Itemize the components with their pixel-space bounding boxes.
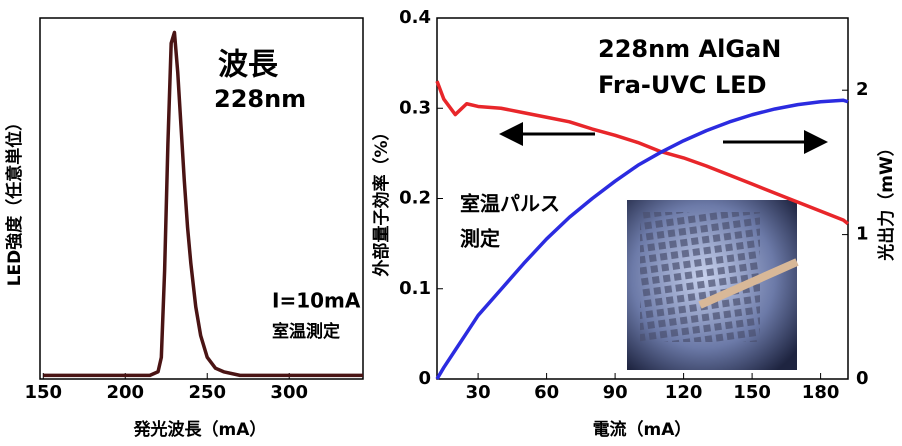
annotation: I=10mA <box>272 289 361 313</box>
y-axis-label: 外部量子効率（%） <box>371 123 392 276</box>
inset-photo <box>627 200 799 370</box>
x-tick-label: 150 <box>733 382 771 403</box>
y-tick-label: 0.1 <box>399 278 431 299</box>
y-tick-label: 0 <box>418 368 431 389</box>
x-tick-label: 180 <box>802 382 840 403</box>
annotation: 室温パルス <box>460 192 560 216</box>
series-line <box>435 80 850 226</box>
x-axis-label: 発光波長（mA） <box>133 419 267 440</box>
series-line <box>43 30 363 378</box>
x-tick-label: 30 <box>466 382 491 403</box>
y2-tick-label: 2 <box>856 79 869 100</box>
y-axis-label: LED強度（任意単位） <box>4 114 25 287</box>
y2-tick-label: 1 <box>856 224 869 245</box>
annotation: 波長 <box>218 48 279 83</box>
plot-frame <box>39 17 364 380</box>
x-tick-label: 60 <box>534 382 559 403</box>
y-tick-label: 0.3 <box>399 97 431 118</box>
x-tick-label: 150 <box>24 382 62 403</box>
y2-tick-label: 0 <box>856 368 869 389</box>
annotation: 228nm AlGaN <box>598 35 781 63</box>
annotation: 測定 <box>460 227 500 251</box>
annotation: Fra-UVC LED <box>598 71 767 99</box>
x-tick-label: 90 <box>603 382 628 403</box>
series-line <box>435 98 849 380</box>
x-tick-label: 200 <box>106 382 144 403</box>
annotation: 228nm <box>214 85 306 113</box>
x-tick-label: 300 <box>270 382 308 403</box>
y-tick-label: 0.4 <box>399 7 431 28</box>
y2-axis-label: 光出力（mW） <box>876 139 897 261</box>
x-axis-label: 電流（mA） <box>593 419 692 440</box>
annotation: 室温測定 <box>272 321 340 342</box>
x-tick-label: 250 <box>188 382 226 403</box>
x-tick-label: 120 <box>665 382 703 403</box>
y-tick-label: 0.2 <box>399 188 431 209</box>
